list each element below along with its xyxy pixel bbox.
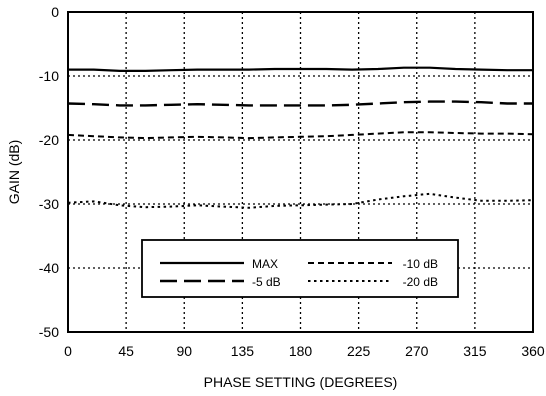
series-line-dotted <box>67 192 534 209</box>
x-tick-label: 225 <box>347 343 371 359</box>
y-tick-label: -20 <box>39 132 59 148</box>
x-tick-label: 270 <box>405 343 429 359</box>
y-axis-title: GAIN (dB) <box>6 140 22 205</box>
x-tick-label: 90 <box>176 343 192 359</box>
legend-box <box>141 239 459 298</box>
plot-frame <box>67 11 534 333</box>
legend-label: -5 dB <box>252 275 281 289</box>
x-tick-label: 135 <box>231 343 255 359</box>
y-tick-label: -40 <box>39 260 59 276</box>
x-tick-label: 0 <box>64 343 72 359</box>
series-line-short-dash <box>67 131 534 140</box>
legend: MAX -5 dB -10 dB -20 dB <box>141 239 459 298</box>
series-line-solid <box>68 66 533 72</box>
legend-label: -10 dB <box>403 257 438 271</box>
axis-ticks: 0 45 90 135 180 225 270 315 360 0 -10 -20 -30 -40 -50 <box>39 4 545 359</box>
y-tick-label: -30 <box>39 196 59 212</box>
x-tick-label: 360 <box>521 343 545 359</box>
x-tick-label: 45 <box>118 343 134 359</box>
y-tick-label: -50 <box>39 324 59 340</box>
legend-label: -20 dB <box>403 275 438 289</box>
y-tick-label: 0 <box>51 4 59 20</box>
x-axis-title: PHASE SETTING (DEGREES) <box>204 374 398 390</box>
series-lines <box>67 66 534 209</box>
series-line-long-dash <box>67 100 533 107</box>
y-tick-label: -10 <box>39 68 59 84</box>
x-tick-label: 315 <box>463 343 487 359</box>
x-tick-label: 180 <box>289 343 313 359</box>
legend-label: MAX <box>252 257 278 271</box>
